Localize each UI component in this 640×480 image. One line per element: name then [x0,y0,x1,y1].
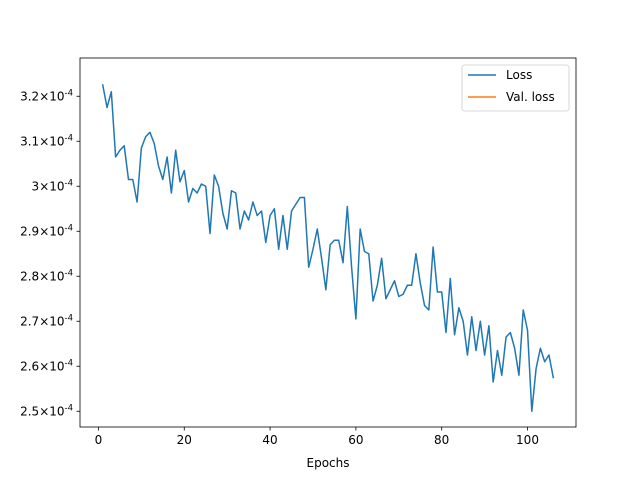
y-tick-exponent: -4 [65,403,73,413]
y-tick-exponent: -4 [65,88,73,98]
y-tick-times: ×10 [39,269,64,283]
y-tick-mantissa: 3.2 [20,89,39,103]
y-axis: 2.5×10-42.6×10-42.7×10-42.8×10-42.9×10-4… [20,88,80,418]
legend-label: Val. loss [506,90,555,104]
series-line-loss [101,84,555,412]
y-tick-label: 3.2×10-4 [20,88,73,103]
y-tick-exponent: -4 [65,178,73,188]
y-tick-label: 2.8×10-4 [20,268,73,283]
x-tick-label: 0 [95,433,103,447]
x-tick-label: 80 [434,433,449,447]
y-tick-exponent: -4 [65,223,73,233]
axes-frame [79,57,577,428]
y-tick-label: 3×10-4 [32,178,73,193]
y-tick-times: ×10 [39,179,64,193]
x-tick-label: 40 [262,433,277,447]
y-tick-times: ×10 [39,89,64,103]
y-tick-mantissa: 2.8 [20,269,39,283]
y-tick-label: 2.6×10-4 [20,358,73,373]
series-layer [101,84,555,412]
y-tick-mantissa: 2.6 [20,359,39,373]
y-tick-label: 2.7×10-4 [20,313,73,328]
y-tick-times: ×10 [39,404,64,418]
legend-box [461,64,570,112]
y-tick-exponent: -4 [65,358,73,368]
x-tick-label: 60 [348,433,363,447]
y-tick-mantissa: 3 [32,179,40,193]
y-tick-label: 3.1×10-4 [20,133,73,148]
legend: Loss Val. loss [461,64,570,112]
x-axis: 0 20 40 60 80 100 [95,427,539,447]
x-tick-label: 100 [516,433,539,447]
y-tick-times: ×10 [39,224,64,238]
y-tick-label: 2.9×10-4 [20,223,73,238]
x-axis-label: Epochs [307,456,350,470]
y-tick-mantissa: 2.7 [20,314,39,328]
y-tick-times: ×10 [39,314,64,328]
y-tick-times: ×10 [39,134,64,148]
y-tick-mantissa: 2.9 [20,224,39,238]
y-tick-label: 2.5×10-4 [20,403,73,418]
y-tick-mantissa: 2.5 [20,404,39,418]
y-tick-exponent: -4 [65,133,73,143]
y-tick-mantissa: 3.1 [20,134,39,148]
legend-label: Loss [506,68,532,82]
x-tick-label: 20 [177,433,192,447]
y-tick-exponent: -4 [65,313,73,323]
y-tick-exponent: -4 [65,268,73,278]
y-tick-times: ×10 [39,359,64,373]
